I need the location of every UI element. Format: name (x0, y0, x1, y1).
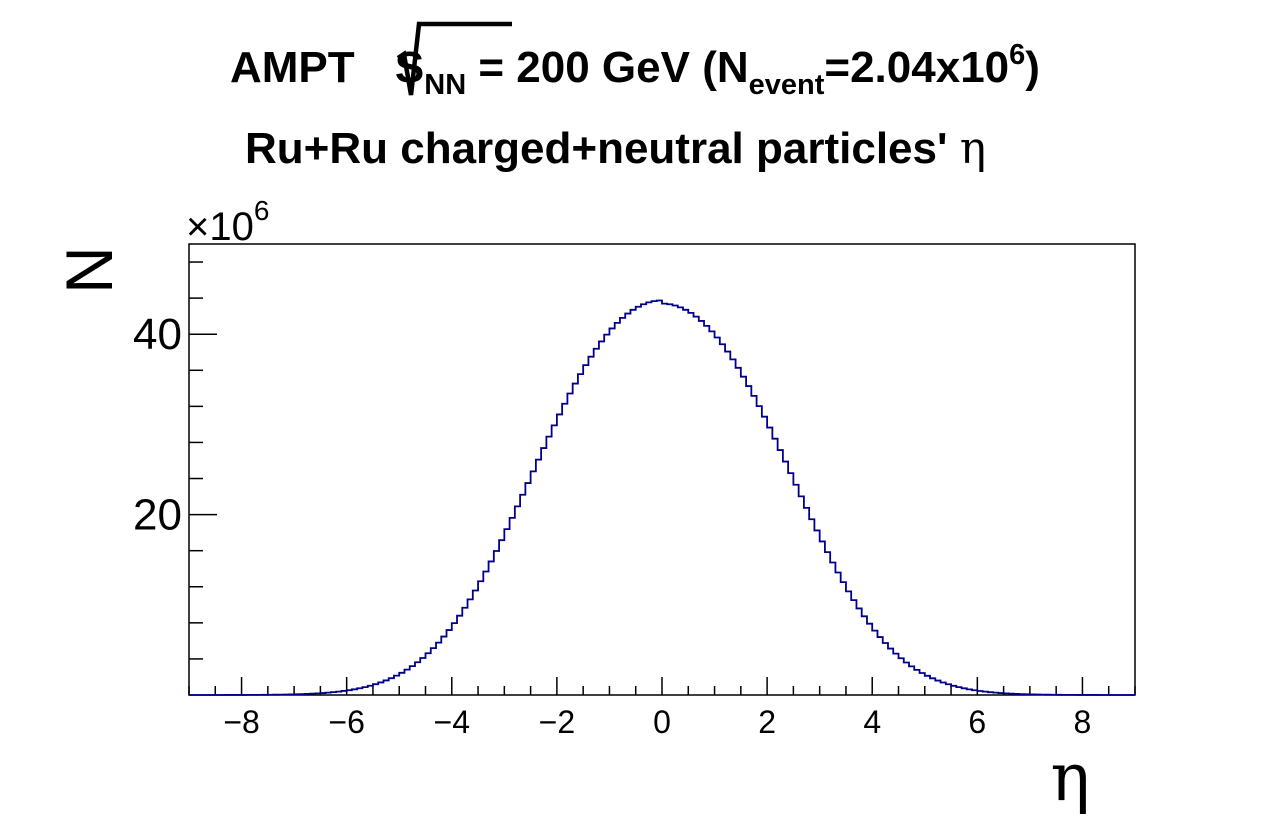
x-tick-label: 6 (968, 704, 986, 740)
x-tick-label: −4 (434, 704, 470, 740)
y-tick-label: 20 (133, 491, 182, 540)
title2-symbol: η (960, 123, 986, 174)
x-tick-label: −2 (539, 704, 575, 740)
y-multiplier: ×106 (186, 195, 269, 249)
title-middle: = 200 GeV (N (466, 43, 748, 92)
title-suffix: =2.04x10 (824, 43, 1009, 92)
y-tick-label: 40 (133, 310, 182, 359)
title-close: ) (1025, 43, 1040, 92)
title2-text: Ru+Ru charged+neutral particles' (245, 124, 960, 173)
axis-tick-labels: −8 −6 −4 −2 0 2 4 6 8 20 40 (133, 310, 1091, 740)
axis-ticks (188, 261, 1136, 695)
title-prefix: AMPT (230, 43, 367, 92)
x-tick-label: 2 (758, 704, 776, 740)
sqrt-radical-icon (396, 21, 512, 96)
plot-frame (188, 243, 1136, 696)
y-axis-title: N (52, 246, 126, 294)
histogram-line (189, 299, 1135, 696)
y-multiplier-base: ×10 (186, 205, 254, 249)
chart-title-line2: Ru+Ru charged+neutral particles' η (245, 123, 986, 174)
x-tick-label: 4 (863, 704, 881, 740)
x-tick-label: 8 (1074, 704, 1092, 740)
x-tick-label: 0 (653, 704, 671, 740)
x-tick-label: −8 (223, 704, 259, 740)
x-axis-title: η (1050, 739, 1090, 816)
title-sqrt-sub: NN (424, 69, 466, 101)
y-multiplier-exp: 6 (254, 195, 270, 226)
title-sup: 6 (1009, 39, 1025, 71)
title-n-sub: event (749, 69, 825, 101)
x-tick-label: −6 (328, 704, 364, 740)
chart-title-line1: AMPT SNN = 200 GeV (Nevent=2.04x106) (230, 39, 1040, 101)
